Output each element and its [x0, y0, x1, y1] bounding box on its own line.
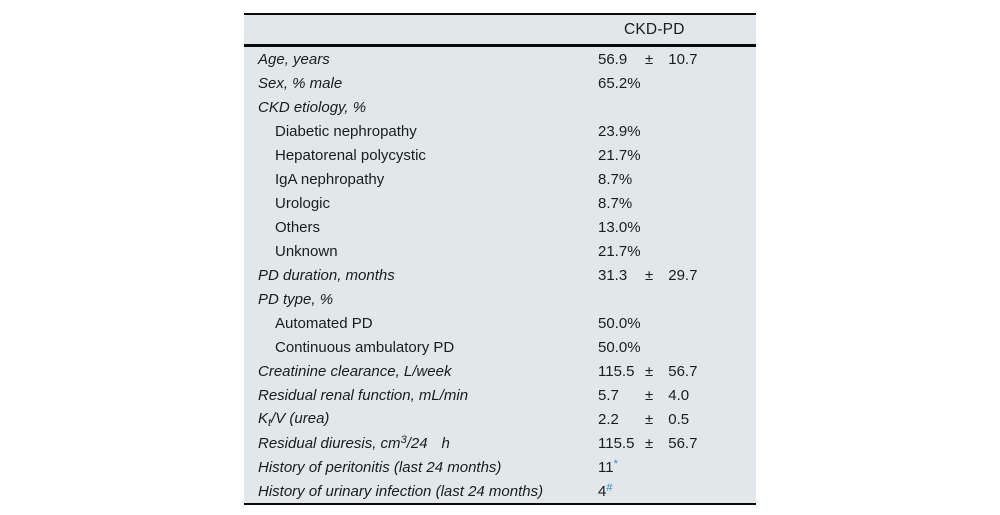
row-label: Kt/V (urea) [258, 409, 330, 429]
mean-value: 5.7 [598, 386, 619, 404]
table-row: Urologic 8.7% [244, 191, 756, 215]
row-value: 13.0% [598, 218, 641, 236]
row-value: 50.0% [598, 338, 641, 356]
row-label: Continuous ambulatory PD [275, 338, 455, 356]
row-label: History of peritonitis (last 24 months) [258, 458, 502, 476]
row-value: 50.0% [598, 314, 641, 332]
row-value: 23.9% [598, 122, 641, 140]
table-row: Automated PD 50.0% [244, 311, 756, 335]
row-label: Others [275, 218, 321, 236]
mean-value: 2.2 [598, 410, 619, 428]
row-label: Age, years [258, 50, 330, 68]
row-label: CKD etiology, % [258, 98, 367, 116]
row-label: Diabetic nephropathy [275, 122, 417, 140]
table-row: Kt/V (urea) 2.2 ±0.5 [244, 407, 756, 431]
table-row: CKD etiology, % [244, 95, 756, 119]
plus-minus-sign: ± [645, 386, 654, 404]
table-row: Age, years 56.9 ±10.7 [244, 47, 756, 71]
row-label: PD duration, months [258, 266, 395, 284]
sd-value: 29.7 [668, 266, 698, 284]
table-row: Diabetic nephropathy 23.9% [244, 119, 756, 143]
row-label: Residual renal function, mL/min [258, 386, 469, 404]
sd-value: 56.7 [668, 362, 698, 380]
table-row: History of peritonitis (last 24 months) 1… [244, 455, 756, 479]
table-header-row: CKD-PD [244, 13, 756, 47]
row-label: PD type, % [258, 290, 334, 308]
row-label: History of urinary infection (last 24 mo… [258, 482, 544, 500]
row-value: 31.3 ±29.7 [598, 267, 756, 284]
subscript: t [268, 416, 272, 429]
sd-value: 56.7 [668, 434, 698, 452]
row-value: 65.2% [598, 74, 641, 92]
plus-minus-sign: ± [645, 434, 654, 452]
table-row: PD type, % [244, 287, 756, 311]
row-label: Urologic [275, 194, 331, 212]
row-value: 5.7 ±4.0 [598, 387, 756, 404]
plus-minus-sign: ± [645, 410, 654, 428]
mean-value: 31.3 [598, 266, 628, 284]
row-value: 8.7% [598, 170, 633, 188]
row-label: Residual diuresis, cm3/24 h [258, 434, 450, 452]
sd-value: 10.7 [668, 50, 698, 68]
row-value: 21.7% [598, 242, 641, 260]
table-row: IgA nephropathy 8.7% [244, 167, 756, 191]
row-value: 11* [598, 457, 618, 476]
row-value: 4# [598, 481, 613, 500]
table-row: Others 13.0% [244, 215, 756, 239]
table-row: Continuous ambulatory PD 50.0% [244, 335, 756, 359]
table-row: Residual renal function, mL/min 5.7 ±4.0 [244, 383, 756, 407]
table-body: Age, years 56.9 ±10.7 Sex, % male 65.2% CKD e… [244, 47, 756, 503]
table-row: PD duration, months 31.3 ±29.7 [244, 263, 756, 287]
row-label: IgA nephropathy [275, 170, 385, 188]
plus-minus-sign: ± [645, 50, 654, 68]
plus-minus-sign: ± [645, 362, 654, 380]
row-value: 115.5 ±56.7 [598, 435, 756, 452]
superscript: 3 [400, 434, 407, 446]
row-label: Automated PD [275, 314, 373, 332]
footnote-marker: * [613, 457, 618, 470]
column-header-ckd-pd: CKD-PD [624, 20, 685, 38]
footnote-marker: # [606, 481, 613, 494]
plus-minus-sign: ± [645, 266, 654, 284]
row-value: 56.9 ±10.7 [598, 51, 756, 68]
row-value: 8.7% [598, 194, 633, 212]
mean-value: 56.9 [598, 50, 628, 68]
table-row: History of urinary infection (last 24 mo… [244, 479, 756, 503]
row-label: Hepatorenal polycystic [275, 146, 426, 164]
table-row: Residual diuresis, cm3/24 h 115.5 ±56.7 [244, 431, 756, 455]
row-value: 2.2 ±0.5 [598, 411, 756, 428]
table-row: Unknown 21.7% [244, 239, 756, 263]
mean-value: 115.5 [598, 434, 635, 452]
row-value: 115.5 ±56.7 [598, 363, 756, 380]
row-label: Unknown [275, 242, 338, 260]
table-row: Sex, % male 65.2% [244, 71, 756, 95]
row-value: 21.7% [598, 146, 641, 164]
sd-value: 0.5 [668, 410, 690, 428]
characteristics-table: CKD-PD Age, years 56.9 ±10.7 Sex, % male 65.… [244, 13, 756, 505]
mean-value: 115.5 [598, 362, 635, 380]
table-row: Creatinine clearance, L/week 115.5 ±56.7 [244, 359, 756, 383]
sd-value: 4.0 [668, 386, 690, 404]
table-row: Hepatorenal polycystic 21.7% [244, 143, 756, 167]
row-label: Creatinine clearance, L/week [258, 362, 452, 380]
row-label: Sex, % male [258, 74, 343, 92]
